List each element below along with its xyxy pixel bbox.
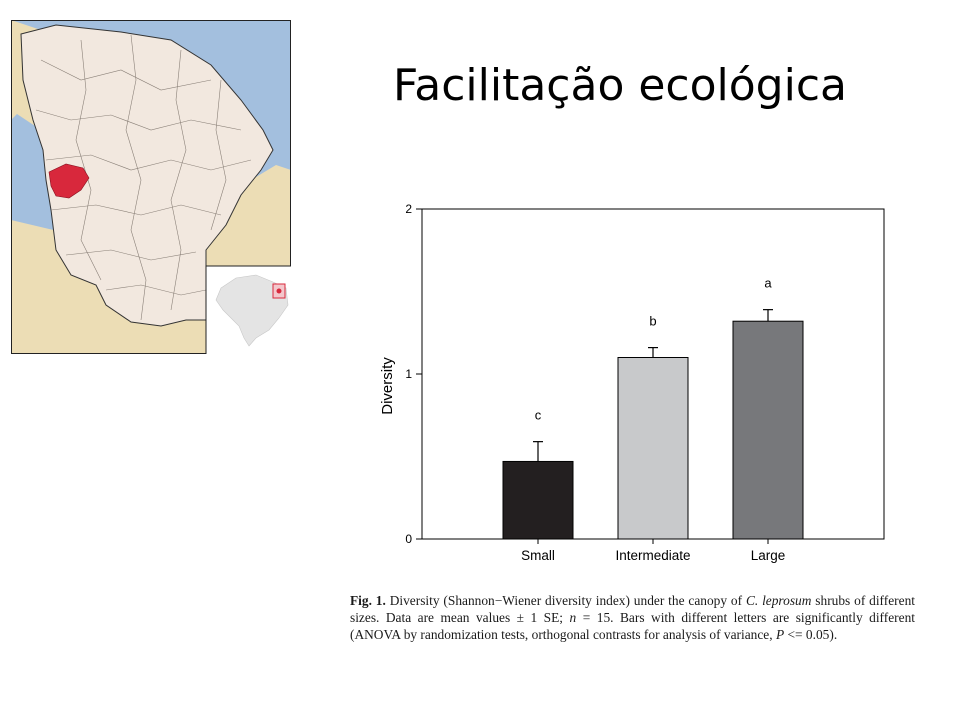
slide-title: Facilitação ecológica [392,60,847,111]
caption-species: C. leprosum [745,593,812,608]
bar [732,320,804,540]
y-tick-label: 2 [405,202,412,216]
y-axis-label: Diversity [379,357,396,415]
ceara-location-map [11,20,291,354]
caption-text-1: Diversity (Shannon−Wiener diversity inde… [385,593,746,608]
significance-letter: a [764,276,772,291]
caption-text-3: = 15. Bars with different letters are si… [350,610,915,642]
map-highlighted-municipality [48,163,90,199]
bar [502,460,574,540]
significance-letter: c [535,408,542,423]
caption-label: Fig. 1. [350,593,386,608]
bar [617,357,689,540]
caption-text-4: <= 0.05). [784,627,838,642]
brazil-inset-highlight-dot [276,288,282,294]
brazil-inset-map [215,274,289,347]
x-tick-label: Intermediate [615,548,690,563]
y-tick-label: 1 [405,367,412,381]
caption-n-symbol: n [569,610,577,625]
caption-text-2: shrubs of different sizes. Data are mean… [350,593,915,625]
caption-p-symbol: P [775,627,785,642]
y-tick-label: 0 [405,532,412,546]
x-tick-label: Large [751,548,786,563]
map-outer-border [11,20,291,354]
diversity-bar-chart: 0 1 2 Diversity c Small b Intermediate a Large [379,202,885,563]
significance-letter: b [649,314,656,329]
x-tick-label: Small [521,548,555,563]
map-municipal-boundaries [35,34,252,321]
figure-caption: Fig. 1. Diversity (Shannon−Wiener divers… [350,592,915,643]
